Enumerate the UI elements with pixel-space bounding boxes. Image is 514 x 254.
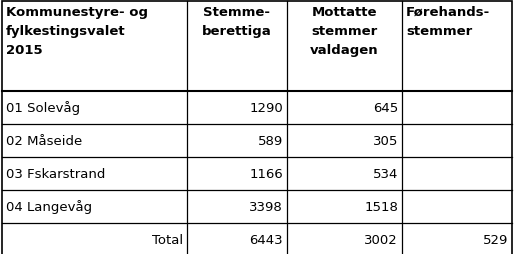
Text: Kommunestyre- og
fylkestingsvalet
2015: Kommunestyre- og fylkestingsvalet 2015 [6, 6, 148, 57]
Text: 534: 534 [373, 167, 398, 180]
Text: 1518: 1518 [364, 200, 398, 213]
Text: 01 Solevåg: 01 Solevåg [6, 101, 80, 115]
Text: 645: 645 [373, 102, 398, 115]
Text: 529: 529 [483, 233, 508, 246]
Text: 3398: 3398 [249, 200, 283, 213]
Text: Førehands-
stemmer: Førehands- stemmer [406, 6, 490, 38]
Text: 6443: 6443 [249, 233, 283, 246]
Text: 1166: 1166 [249, 167, 283, 180]
Text: 305: 305 [373, 134, 398, 147]
Text: 04 Langevåg: 04 Langevåg [6, 200, 92, 214]
Text: 02 Måseide: 02 Måseide [6, 134, 82, 147]
Text: 03 Fskarstrand: 03 Fskarstrand [6, 167, 105, 180]
Text: 3002: 3002 [364, 233, 398, 246]
Text: 589: 589 [258, 134, 283, 147]
Text: Mottatte
stemmer
valdagen: Mottatte stemmer valdagen [310, 6, 379, 57]
Text: 1290: 1290 [249, 102, 283, 115]
Text: Total: Total [152, 233, 183, 246]
Text: Stemme-
berettiga: Stemme- berettiga [202, 6, 272, 38]
